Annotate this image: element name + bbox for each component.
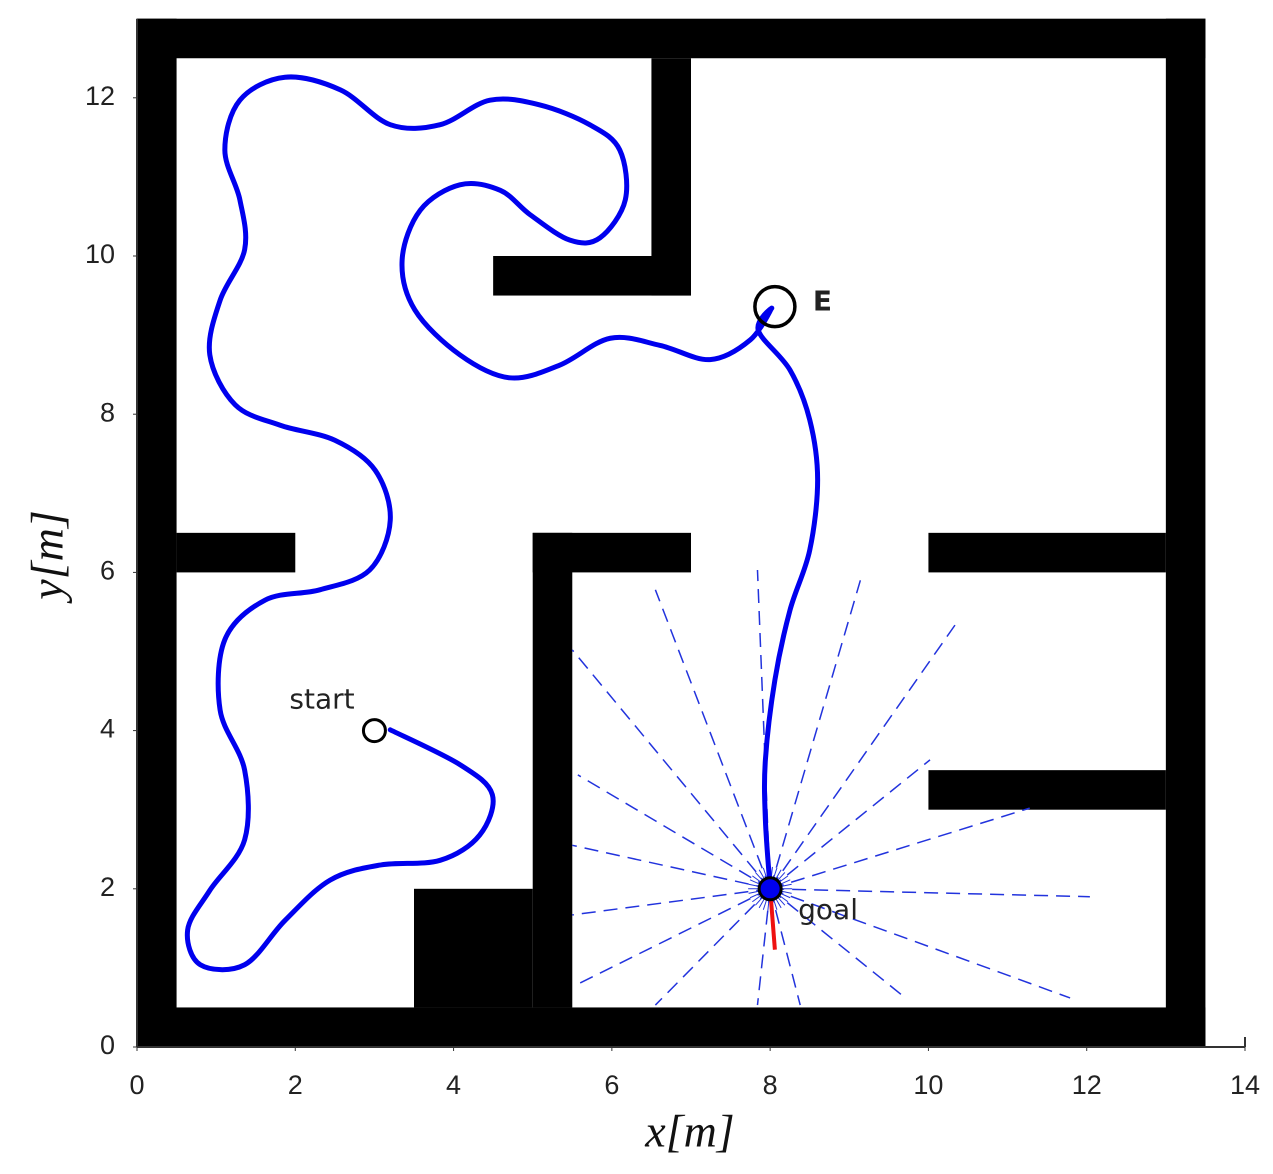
x-tick-label: 14 bbox=[1230, 1070, 1260, 1100]
y-tick-label: 8 bbox=[100, 397, 115, 427]
y-tick-label: 10 bbox=[85, 239, 115, 269]
wall bbox=[1165, 18, 1206, 1048]
lidar-ray bbox=[577, 774, 771, 890]
x-tick-label: 8 bbox=[763, 1070, 778, 1100]
y-tick-label: 2 bbox=[100, 872, 115, 902]
lidar-ray bbox=[572, 844, 771, 890]
marker-label: goal bbox=[798, 893, 858, 926]
lidar-ray bbox=[769, 580, 862, 890]
lidar-ray bbox=[769, 624, 956, 890]
lidar-ray bbox=[769, 888, 1071, 999]
lidar-ray bbox=[769, 807, 1030, 890]
lidar-ray bbox=[571, 649, 771, 890]
trajectory bbox=[184, 74, 821, 973]
lidar-ray bbox=[654, 589, 771, 890]
lidar-ray bbox=[770, 888, 1090, 898]
wall bbox=[137, 18, 1206, 59]
lidar-ray bbox=[769, 888, 906, 999]
marker-label: E bbox=[813, 285, 832, 318]
x-tick-label: 2 bbox=[288, 1070, 303, 1100]
wall bbox=[493, 256, 691, 296]
wall bbox=[651, 58, 691, 296]
lidar-ray bbox=[575, 888, 771, 986]
wall bbox=[137, 1007, 1206, 1047]
lidar-ray bbox=[769, 759, 931, 890]
y-tick-label: 0 bbox=[100, 1030, 115, 1060]
lidar-ray bbox=[769, 888, 801, 1006]
y-tick-label: 4 bbox=[100, 714, 115, 744]
x-tick-label: 6 bbox=[604, 1070, 619, 1100]
marker-label: start bbox=[289, 683, 354, 716]
wall bbox=[532, 532, 573, 1008]
x-axis-label: x[m] bbox=[644, 1106, 734, 1157]
y-tick-label: 12 bbox=[85, 81, 115, 111]
marker bbox=[753, 284, 797, 329]
wall bbox=[928, 532, 1166, 573]
wall bbox=[137, 18, 177, 1048]
x-tick-label: 12 bbox=[1072, 1070, 1102, 1100]
wall bbox=[928, 770, 1166, 810]
x-tick-label: 10 bbox=[913, 1070, 943, 1100]
wall bbox=[414, 888, 533, 1008]
wall bbox=[176, 532, 296, 573]
marker bbox=[361, 718, 387, 744]
x-tick-label: 0 bbox=[129, 1070, 144, 1100]
x-tick-label: 4 bbox=[446, 1070, 461, 1100]
y-tick-label: 6 bbox=[100, 556, 115, 586]
lidar-ray bbox=[572, 888, 771, 916]
lidar-ray bbox=[756, 888, 771, 1006]
y-axis-label: y[m] bbox=[22, 510, 73, 603]
lidar-ray bbox=[654, 888, 771, 1006]
marker bbox=[757, 876, 783, 902]
